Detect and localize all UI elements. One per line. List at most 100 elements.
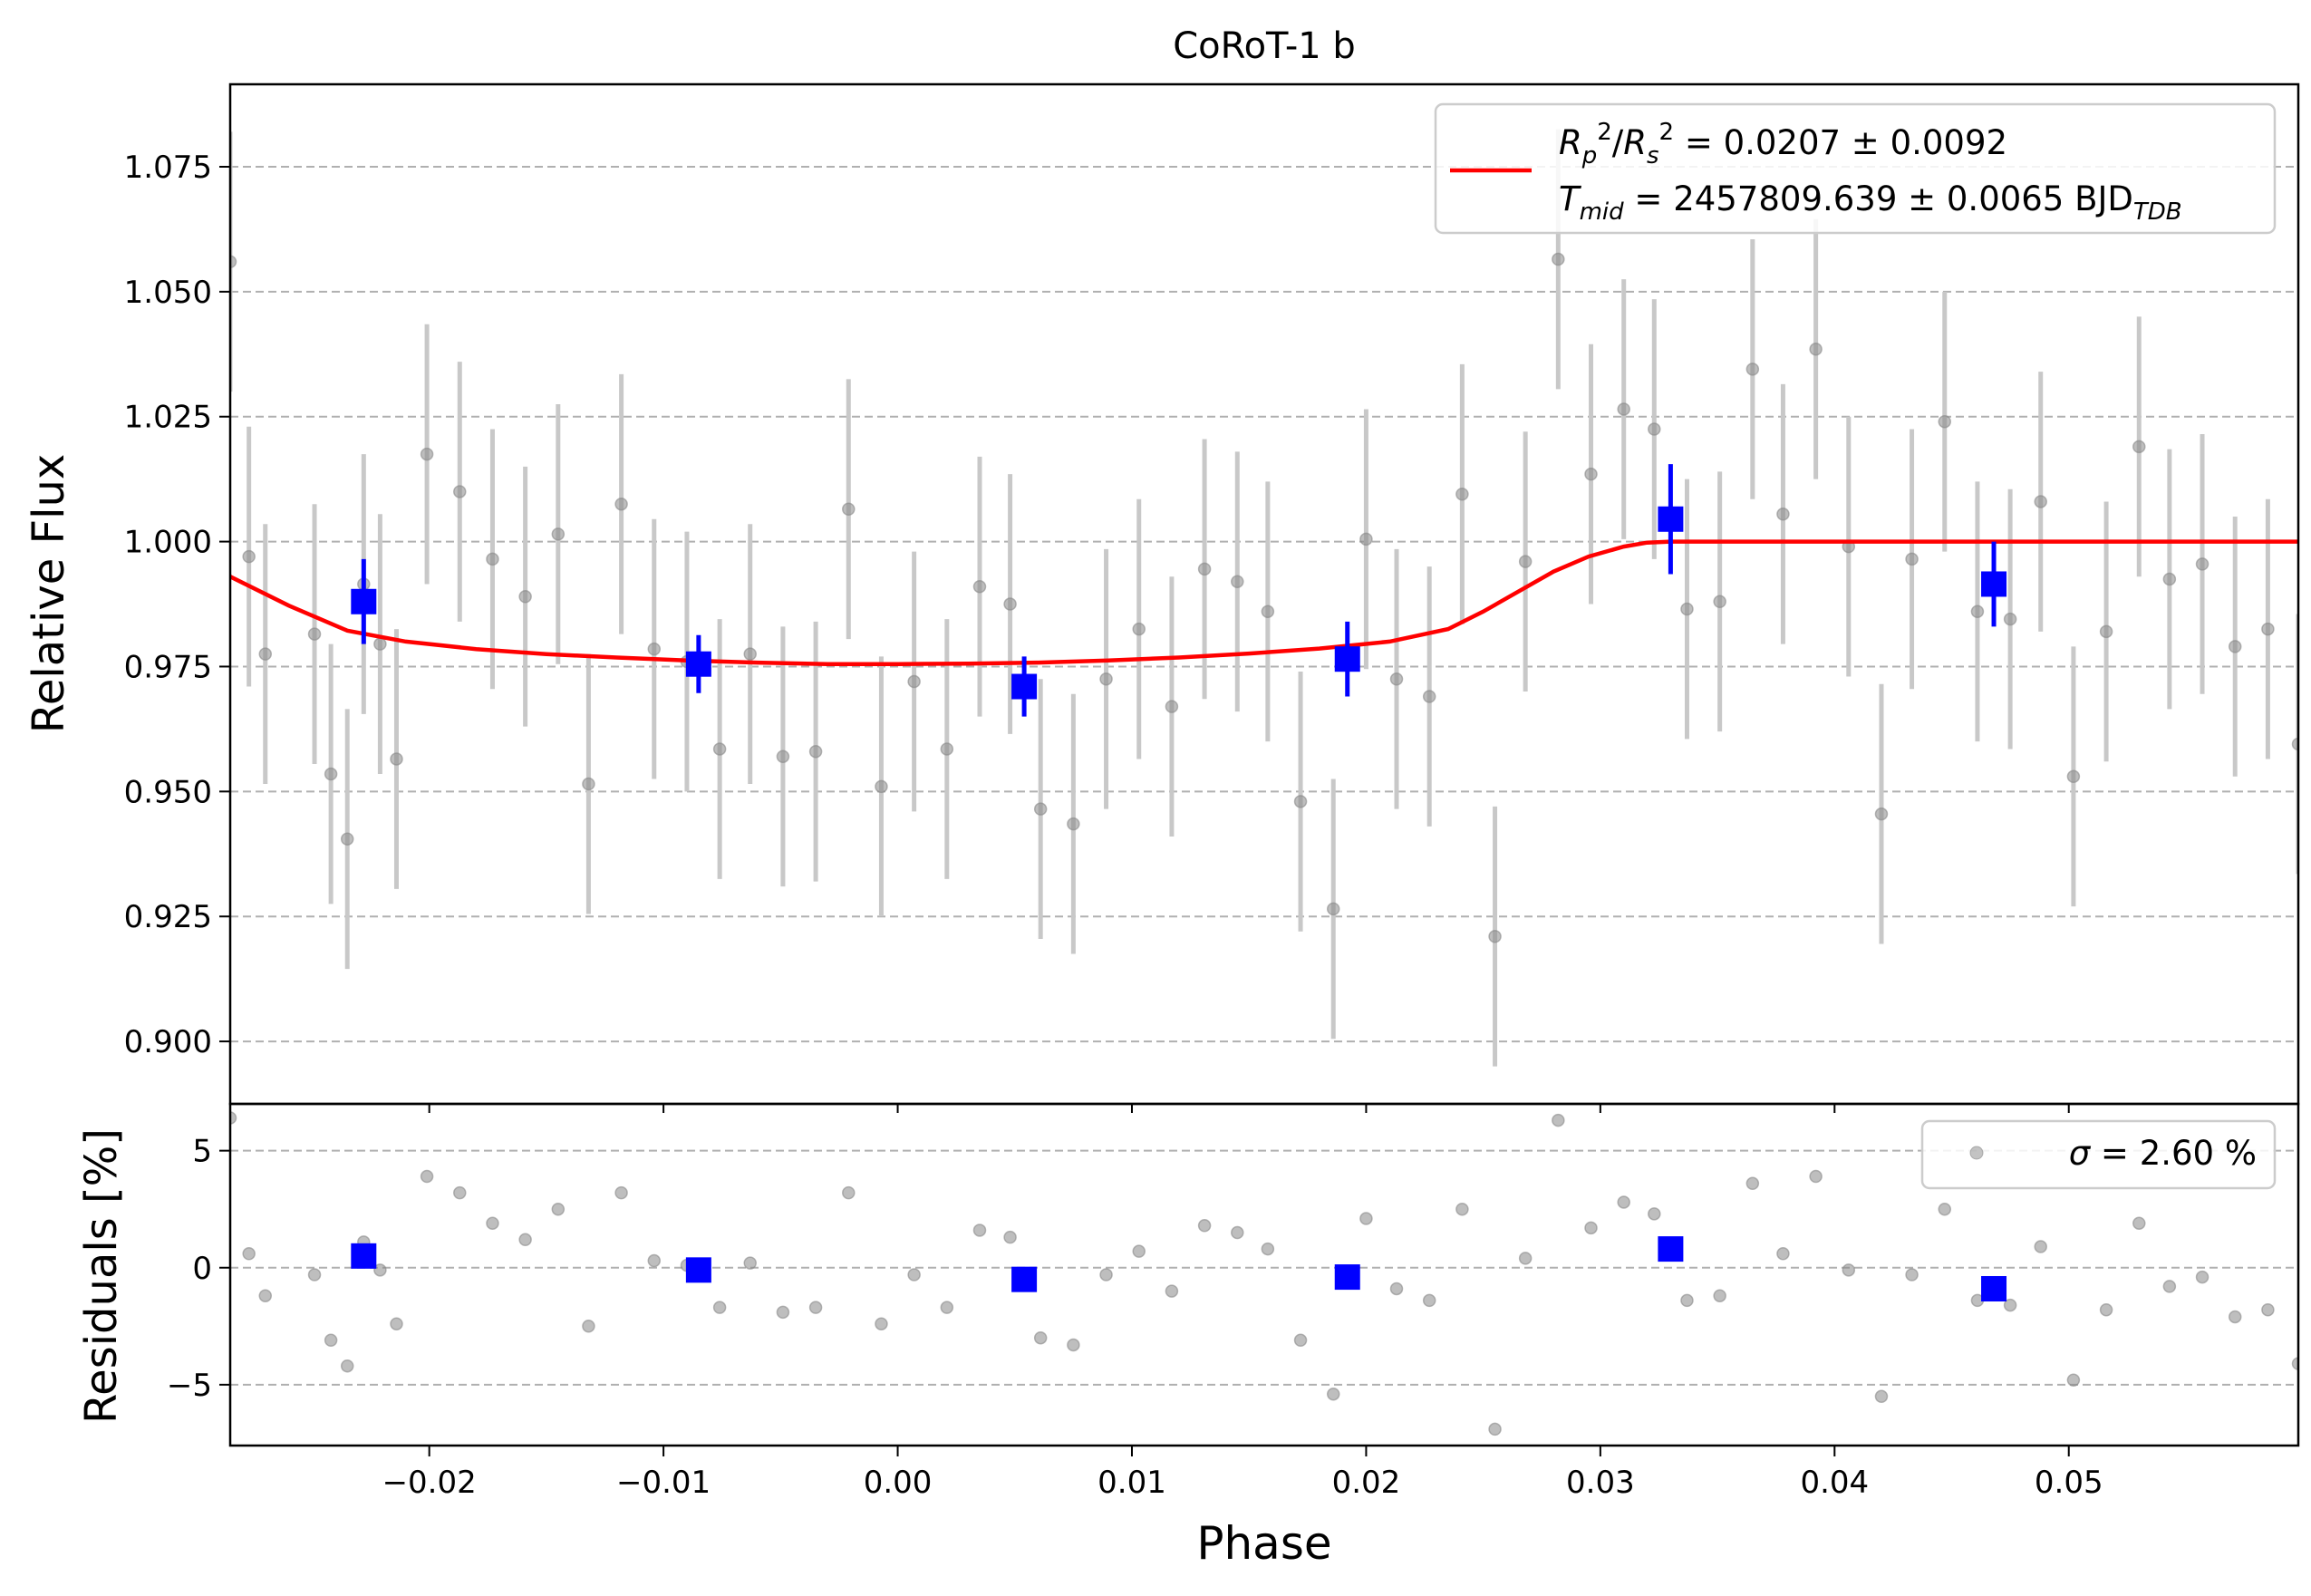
raw-residual-point	[940, 1301, 954, 1314]
raw-residual-point	[1099, 1268, 1113, 1282]
raw-residual-point	[1776, 1247, 1790, 1261]
raw-point	[2162, 572, 2177, 586]
main-y-ticks: 0.900 0.925 0.950 0.975 1.000 1.025 1.050 1.075	[124, 150, 2070, 1113]
raw-residual-point	[420, 1169, 434, 1184]
raw-point	[486, 552, 499, 566]
raw-point	[1261, 605, 1275, 619]
main-y-axis-label: Relative Flux	[24, 454, 74, 734]
raw-point	[2261, 622, 2275, 636]
residual-y-tick-label: −5	[167, 1368, 212, 1404]
raw-point	[2034, 495, 2047, 508]
raw-residual-point	[2261, 1302, 2275, 1317]
raw-point	[518, 590, 532, 604]
raw-residual-point	[743, 1256, 757, 1270]
raw-residual-point	[1617, 1195, 1630, 1209]
raw-residual-point	[776, 1305, 790, 1320]
raw-residual-point	[614, 1185, 628, 1200]
raw-point	[940, 742, 954, 756]
transit-model-group	[230, 539, 2298, 666]
x-tick-label: 0.00	[864, 1465, 933, 1501]
raw-point	[1905, 552, 1919, 566]
raw-point	[230, 255, 237, 269]
raw-point	[242, 549, 256, 564]
residual-legend-label: σ = 2.60 %	[2069, 1134, 2257, 1173]
raw-point	[1165, 700, 1179, 713]
x-tick-label: 0.04	[1800, 1465, 1869, 1501]
raw-residual-point	[2099, 1302, 2113, 1317]
raw-point	[420, 447, 434, 461]
raw-residual-point	[582, 1320, 595, 1333]
raw-point	[1488, 930, 1502, 943]
raw-point	[340, 832, 354, 846]
main-y-tick-label: 0.900	[124, 1024, 212, 1060]
raw-residual-point	[2195, 1270, 2209, 1284]
raw-residual-point	[1648, 1207, 1661, 1221]
raw-point	[1680, 602, 1694, 616]
raw-point	[1326, 902, 1340, 916]
raw-point	[1552, 252, 1565, 266]
raw-point	[1033, 802, 1048, 816]
raw-residual-point	[1422, 1293, 1436, 1308]
raw-residual-point	[2066, 1373, 2081, 1387]
raw-point	[2099, 624, 2113, 639]
raw-residual-point	[1713, 1289, 1726, 1302]
legend-rp-rs-label: Rp2/Rs2 = 0.0207 ± 0.0092	[1559, 119, 2007, 169]
raw-residual-point	[242, 1247, 256, 1261]
raw-point	[1231, 575, 1244, 588]
raw-point	[1648, 422, 1661, 436]
raw-point	[1067, 817, 1080, 831]
transit-model-line	[230, 539, 2298, 666]
raw-point	[1003, 597, 1017, 611]
raw-residual-point	[1359, 1212, 1373, 1225]
residual-y-tick-label: 5	[192, 1134, 212, 1170]
binned-residual-point	[1334, 1264, 1360, 1291]
raw-residual-point	[1003, 1230, 1017, 1244]
raw-point	[373, 637, 387, 651]
binned-point	[1334, 646, 1360, 672]
raw-point	[1359, 532, 1373, 547]
binned-points	[351, 464, 2007, 717]
main-y-tick-label: 0.950	[124, 774, 212, 810]
raw-residual-point	[842, 1185, 856, 1200]
raw-point	[907, 674, 921, 689]
raw-residual-point	[875, 1317, 888, 1330]
raw-points	[230, 252, 2298, 943]
raw-residual-point	[1293, 1333, 1308, 1348]
binned-residual-point	[1981, 1275, 2007, 1301]
raw-point	[2003, 612, 2017, 626]
raw-residual-point	[1132, 1244, 1146, 1258]
raw-point	[1938, 414, 1952, 429]
raw-residual-point	[373, 1263, 387, 1277]
residual-y-ticks: −5 0 5	[167, 1134, 230, 1404]
raw-residual-point	[2162, 1280, 2177, 1293]
raw-point	[1617, 402, 1630, 416]
raw-residual-point	[1455, 1202, 1469, 1216]
binned-point	[1981, 571, 2007, 597]
raw-residual-point	[647, 1253, 662, 1268]
raw-residual-point	[307, 1268, 322, 1282]
raw-point	[1518, 555, 1533, 568]
binned-residual-point	[351, 1243, 377, 1269]
raw-residual-point	[1197, 1219, 1212, 1233]
raw-point	[1422, 690, 1436, 703]
main-legend: Rp2/Rs2 = 0.0207 ± 0.0092 Tmid = 2457809…	[1434, 102, 2277, 235]
raw-residual-point	[2003, 1298, 2017, 1312]
legend-tmid-label: Tmid = 2457809.639 ± 0.0065 BJDTDB	[1559, 179, 2182, 226]
raw-point	[614, 497, 628, 511]
raw-point	[1745, 363, 1760, 376]
raw-point	[307, 627, 322, 641]
raw-residual-point	[1488, 1422, 1502, 1436]
raw-point	[972, 579, 987, 594]
binned-residual-point	[1658, 1236, 1684, 1262]
raw-point	[1389, 672, 1404, 686]
raw-residual-point	[1261, 1242, 1275, 1256]
residual-y-tick-label: 0	[192, 1251, 212, 1287]
raw-residual-point	[453, 1185, 467, 1200]
residual-panel: −505 −0.02 −0.01 0.00 0.01 0.02 0.03 0.04 0.05 …	[76, 1102, 2300, 1570]
raw-residual-point	[1745, 1176, 1760, 1191]
raw-point	[2195, 557, 2209, 571]
main-y-tick-label: 1.075	[124, 150, 212, 186]
binned-point	[1011, 673, 1038, 700]
binned-point	[351, 588, 377, 614]
raw-point	[712, 742, 727, 756]
